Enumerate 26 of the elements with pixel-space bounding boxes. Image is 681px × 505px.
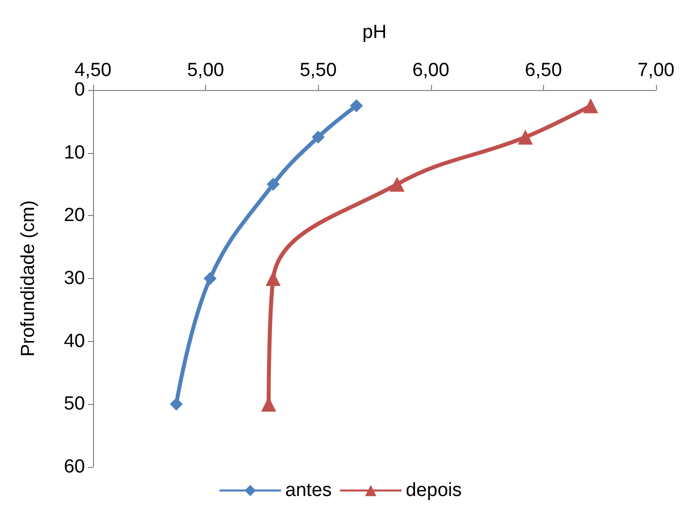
x-tick-label: 4,50 <box>74 60 112 81</box>
y-tick-label: 50 <box>64 394 85 415</box>
point <box>390 176 405 192</box>
x-axis-title: pH <box>362 22 387 43</box>
point <box>170 398 183 411</box>
y-tick-label: 0 <box>74 80 85 100</box>
point <box>312 130 325 144</box>
point <box>266 178 280 191</box>
y-tick-label: 40 <box>64 330 85 352</box>
legend-label: antes <box>285 480 332 501</box>
x-tick-label: 5,00 <box>187 60 224 81</box>
y-tick-label: 10 <box>64 142 85 164</box>
point <box>204 272 217 285</box>
y-tick-label: 20 <box>64 205 85 226</box>
point <box>518 130 533 145</box>
y-axis-title: Profundidade (cm) <box>18 200 39 357</box>
legend-label: depois <box>406 480 462 501</box>
point <box>266 271 281 286</box>
y-tick-label: 60 <box>64 456 85 478</box>
x-tick-label: 6,00 <box>412 60 450 81</box>
x-tick-label: 7,00 <box>638 60 674 81</box>
x-tick-label: 6,50 <box>524 60 562 81</box>
point <box>583 98 598 114</box>
x-tick-label: 5,50 <box>300 60 337 81</box>
y-tick-label: 30 <box>64 268 85 289</box>
point <box>350 99 363 112</box>
